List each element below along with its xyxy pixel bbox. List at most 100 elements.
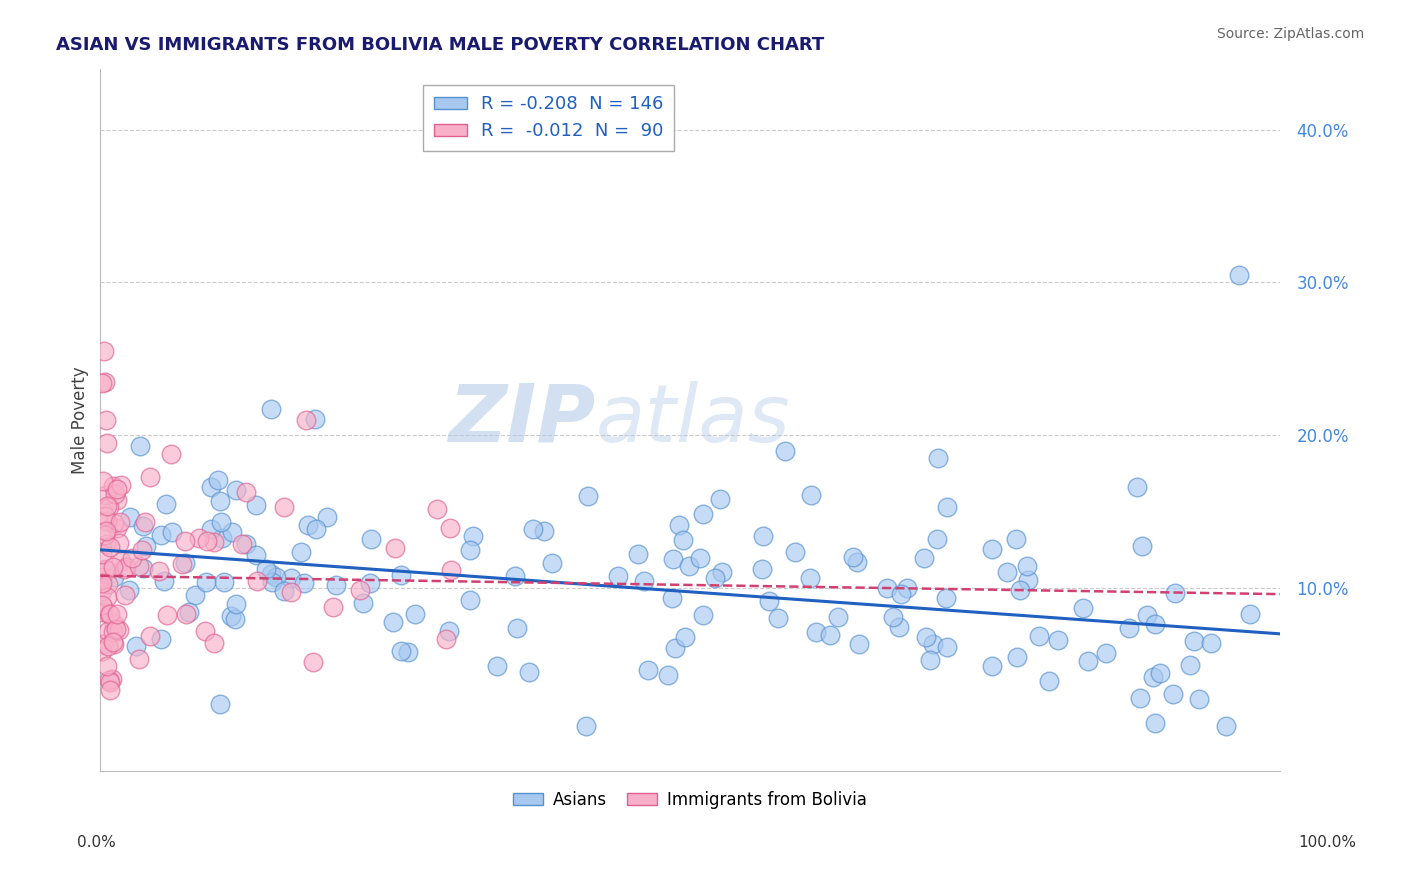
Point — [995, 565, 1018, 579]
Point — [981, 541, 1004, 556]
Point — [96, 435, 118, 450]
Point — [463, 529, 485, 543]
Point — [664, 641, 686, 656]
Point — [935, 591, 957, 606]
Point — [627, 547, 650, 561]
Point — [150, 528, 173, 542]
Point — [114, 588, 136, 602]
Point — [273, 583, 295, 598]
Point — [110, 478, 132, 492]
Point — [981, 659, 1004, 673]
Point — [170, 558, 193, 572]
Point — [273, 500, 295, 514]
Point — [129, 439, 152, 453]
Point — [1163, 585, 1185, 599]
Point — [173, 556, 195, 570]
Point — [389, 644, 412, 658]
Point — [305, 522, 328, 536]
Point — [889, 620, 911, 634]
Point — [460, 593, 482, 607]
Point — [194, 575, 217, 590]
Point — [98, 540, 121, 554]
Point — [1007, 649, 1029, 664]
Point — [1125, 480, 1147, 494]
Point — [1143, 617, 1166, 632]
Point — [806, 625, 828, 640]
Point — [672, 533, 695, 548]
Point — [105, 521, 128, 535]
Point — [426, 501, 449, 516]
Y-axis label: Male Poverty: Male Poverty — [72, 366, 89, 474]
Text: 0.0%: 0.0% — [77, 836, 117, 850]
Point — [709, 491, 731, 506]
Point — [103, 570, 125, 584]
Point — [245, 548, 267, 562]
Point — [842, 549, 865, 564]
Point — [202, 636, 225, 650]
Point — [1135, 608, 1157, 623]
Point — [139, 629, 162, 643]
Point — [1017, 573, 1039, 587]
Point — [108, 515, 131, 529]
Point — [1188, 691, 1211, 706]
Point — [1142, 670, 1164, 684]
Point — [1073, 600, 1095, 615]
Point — [758, 594, 780, 608]
Point — [818, 628, 841, 642]
Point — [773, 443, 796, 458]
Point — [90, 376, 112, 390]
Point — [104, 487, 127, 501]
Point — [1038, 673, 1060, 688]
Point — [1143, 716, 1166, 731]
Point — [98, 607, 121, 621]
Point — [94, 375, 117, 389]
Point — [135, 539, 157, 553]
Point — [105, 607, 128, 621]
Point — [896, 582, 918, 596]
Text: ASIAN VS IMMIGRANTS FROM BOLIVIA MALE POVERTY CORRELATION CHART: ASIAN VS IMMIGRANTS FROM BOLIVIA MALE PO… — [56, 36, 824, 54]
Point — [235, 485, 257, 500]
Point — [540, 556, 562, 570]
Point — [98, 683, 121, 698]
Point — [360, 532, 382, 546]
Point — [131, 560, 153, 574]
Point — [290, 545, 312, 559]
Point — [156, 608, 179, 623]
Point — [97, 577, 120, 591]
Point — [103, 635, 125, 649]
Point — [325, 577, 347, 591]
Point — [184, 588, 207, 602]
Point — [936, 500, 959, 514]
Point — [94, 562, 117, 576]
Point — [231, 537, 253, 551]
Point — [661, 551, 683, 566]
Point — [221, 524, 243, 539]
Point — [396, 645, 419, 659]
Point — [434, 632, 457, 646]
Point — [209, 697, 232, 711]
Point — [517, 665, 540, 679]
Point — [96, 524, 118, 538]
Point — [150, 632, 173, 646]
Point — [1028, 628, 1050, 642]
Point — [876, 582, 898, 596]
Point — [96, 514, 118, 528]
Point — [90, 547, 112, 561]
Point — [202, 535, 225, 549]
Point — [1132, 539, 1154, 553]
Point — [439, 521, 461, 535]
Point — [1149, 665, 1171, 680]
Point — [155, 498, 177, 512]
Point — [404, 607, 426, 621]
Point — [209, 494, 232, 508]
Point — [90, 605, 112, 619]
Point — [91, 638, 114, 652]
Point — [235, 537, 257, 551]
Point — [692, 508, 714, 522]
Point — [101, 559, 124, 574]
Point — [112, 562, 135, 576]
Point — [200, 522, 222, 536]
Point — [1017, 559, 1039, 574]
Point — [131, 543, 153, 558]
Point — [224, 612, 246, 626]
